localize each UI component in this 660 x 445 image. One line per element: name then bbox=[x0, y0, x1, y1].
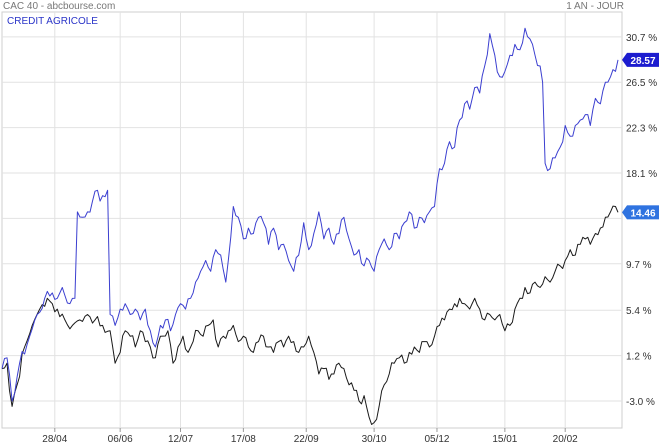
y-tick-label: 26.5 % bbox=[626, 78, 657, 89]
badge-pointer bbox=[622, 205, 627, 220]
badge-value: 28.57 bbox=[630, 56, 655, 67]
x-tick-label: 06/06 bbox=[108, 434, 133, 445]
y-tick-label: 1.2 % bbox=[626, 352, 652, 363]
chart-source-label: CAC 40 - abcbourse.com bbox=[3, 1, 116, 12]
x-tick-label: 22/09 bbox=[294, 434, 319, 445]
x-tick-label: 20/02 bbox=[553, 434, 578, 445]
chart-title: CREDIT AGRICOLE bbox=[7, 16, 98, 27]
last-value-badge-cac40: 14.46 bbox=[622, 205, 659, 220]
x-tick-label: 28/04 bbox=[42, 434, 67, 445]
last-value-badge-credit-agricole: 28.57 bbox=[622, 52, 659, 67]
chart-period-label: 1 AN - JOUR bbox=[566, 1, 624, 12]
series-line-credit-agricole bbox=[1, 27, 619, 402]
x-tick-label: 17/08 bbox=[231, 434, 256, 445]
badge-pointer bbox=[622, 52, 627, 67]
y-tick-label: -3.0 % bbox=[626, 397, 655, 408]
y-tick-label: 22.3 % bbox=[626, 124, 657, 135]
badge-box bbox=[627, 205, 659, 220]
badge-value: 14.46 bbox=[630, 208, 655, 219]
x-tick-label: 30/10 bbox=[362, 434, 387, 445]
x-tick-label: 12/07 bbox=[168, 434, 193, 445]
plot-frame bbox=[1, 11, 623, 429]
y-tick-label: 9.7 % bbox=[626, 260, 652, 271]
x-tick-label: 05/12 bbox=[424, 434, 449, 445]
x-tick-label: 15/01 bbox=[492, 434, 517, 445]
y-tick-label: 5.4 % bbox=[626, 306, 652, 317]
series-line-cac40 bbox=[1, 205, 619, 425]
badge-box bbox=[627, 52, 659, 67]
y-tick-label: 30.7 % bbox=[626, 33, 657, 44]
y-tick-label: 18.1 % bbox=[626, 169, 657, 180]
